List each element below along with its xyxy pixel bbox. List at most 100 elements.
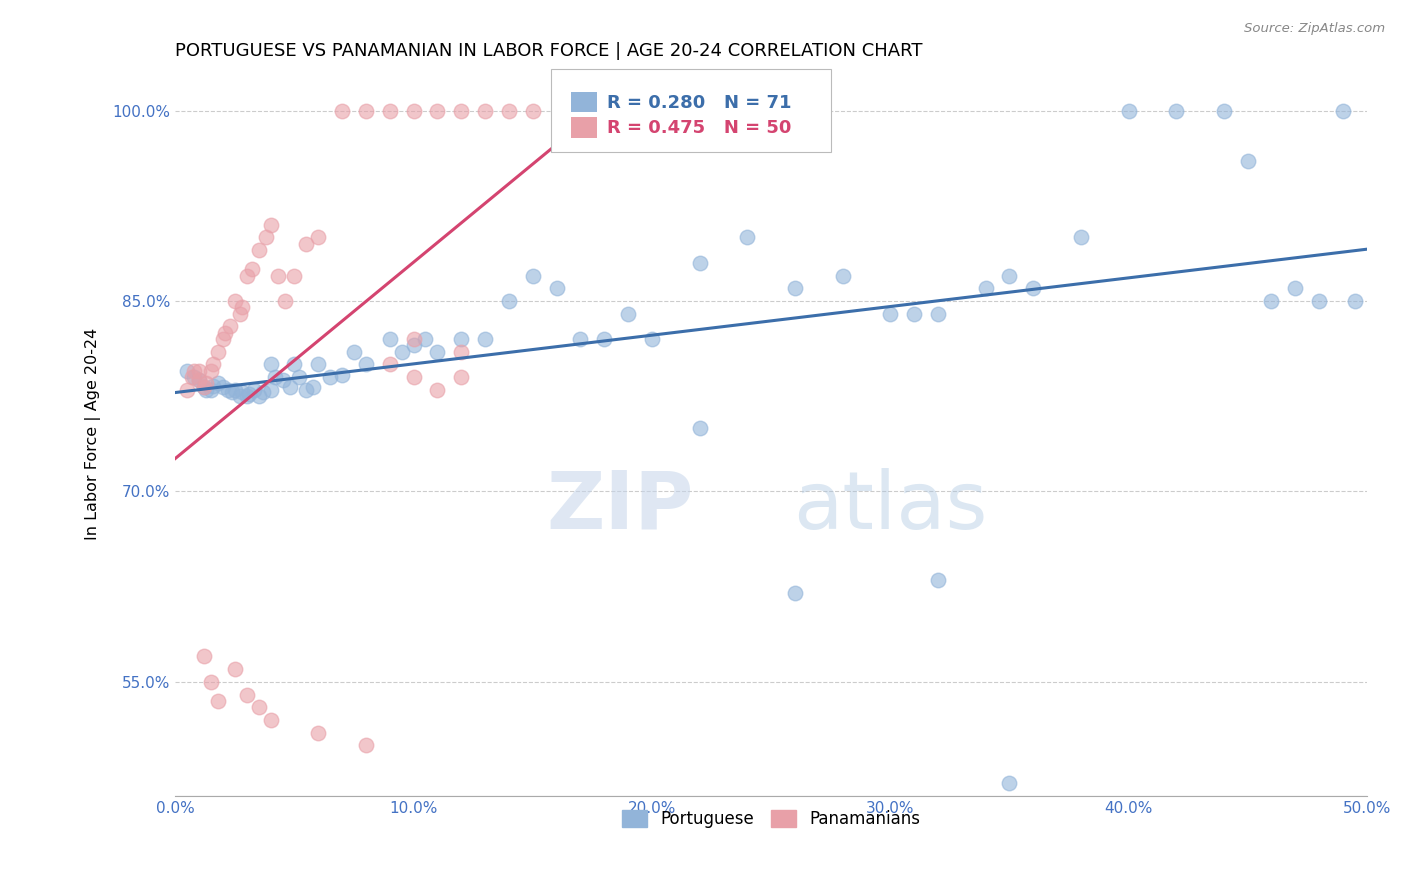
Point <box>295 236 318 251</box>
Point <box>195 376 218 391</box>
Point <box>426 383 449 397</box>
Text: atlas: atlas <box>793 467 987 546</box>
Point <box>343 344 366 359</box>
Point <box>307 358 329 372</box>
Point <box>295 383 318 397</box>
Point <box>903 307 925 321</box>
Point <box>927 574 949 588</box>
Point <box>236 688 259 702</box>
Point <box>259 713 281 727</box>
Point <box>1212 103 1234 118</box>
Point <box>200 674 222 689</box>
Point <box>831 268 853 283</box>
Point <box>238 386 260 401</box>
Y-axis label: In Labor Force | Age 20-24: In Labor Force | Age 20-24 <box>86 328 101 541</box>
Point <box>207 694 229 708</box>
Point <box>1166 103 1188 118</box>
Point <box>176 383 198 397</box>
Point <box>259 383 281 397</box>
Point <box>240 262 263 277</box>
Point <box>236 268 259 283</box>
Point <box>450 370 472 384</box>
Point <box>183 370 205 384</box>
Point <box>200 364 222 378</box>
Point <box>1344 293 1367 308</box>
Point <box>228 307 250 321</box>
Point <box>617 307 640 321</box>
Point <box>402 370 425 384</box>
Point <box>879 307 901 321</box>
Point <box>783 586 806 600</box>
Point <box>998 268 1021 283</box>
Point <box>202 358 225 372</box>
Point <box>202 379 225 393</box>
Point <box>200 383 222 397</box>
Point <box>267 268 290 283</box>
Point <box>450 344 472 359</box>
Point <box>1308 293 1330 308</box>
Point <box>207 376 229 391</box>
Point <box>188 373 211 387</box>
Point <box>228 389 250 403</box>
Point <box>231 301 253 315</box>
Text: ZIP: ZIP <box>547 467 693 546</box>
Point <box>354 103 377 118</box>
Point <box>378 358 401 372</box>
Point <box>974 281 997 295</box>
Point <box>689 256 711 270</box>
FancyBboxPatch shape <box>571 117 598 137</box>
Point <box>927 307 949 321</box>
Point <box>264 370 287 384</box>
Point <box>474 332 496 346</box>
Point <box>569 332 592 346</box>
Point <box>319 370 342 384</box>
Text: R = 0.475   N = 50: R = 0.475 N = 50 <box>606 120 792 137</box>
Point <box>426 103 449 118</box>
Point <box>415 332 437 346</box>
Point <box>1236 154 1258 169</box>
Legend: Portuguese, Panamanians: Portuguese, Panamanians <box>616 804 927 835</box>
Point <box>378 332 401 346</box>
FancyBboxPatch shape <box>551 69 831 152</box>
Point <box>221 385 243 400</box>
Point <box>998 776 1021 790</box>
Point <box>330 103 353 118</box>
Point <box>1260 293 1282 308</box>
Point <box>402 103 425 118</box>
Point <box>330 368 353 382</box>
Point <box>546 281 568 295</box>
Point <box>259 358 281 372</box>
Point <box>689 421 711 435</box>
Point <box>224 662 246 676</box>
Point <box>214 326 236 340</box>
Point <box>236 389 259 403</box>
Point <box>183 364 205 378</box>
Point <box>498 103 520 118</box>
Point <box>288 370 311 384</box>
Point <box>271 373 294 387</box>
Point <box>450 332 472 346</box>
Point <box>252 385 274 400</box>
Point <box>278 380 301 394</box>
Point <box>378 103 401 118</box>
Point <box>354 358 377 372</box>
Point <box>224 383 246 397</box>
Point <box>231 385 253 400</box>
Point <box>219 319 242 334</box>
Point <box>1070 230 1092 244</box>
Point <box>450 103 472 118</box>
Point <box>1118 103 1140 118</box>
Point <box>247 243 270 257</box>
Point <box>217 383 239 397</box>
Point <box>188 364 211 378</box>
Point <box>195 383 218 397</box>
Point <box>1022 281 1045 295</box>
Point <box>307 725 329 739</box>
Point <box>274 293 297 308</box>
Point <box>212 380 235 394</box>
Point <box>193 380 215 394</box>
Point <box>391 344 413 359</box>
Point <box>181 370 204 384</box>
Point <box>254 230 277 244</box>
Point <box>735 230 758 244</box>
